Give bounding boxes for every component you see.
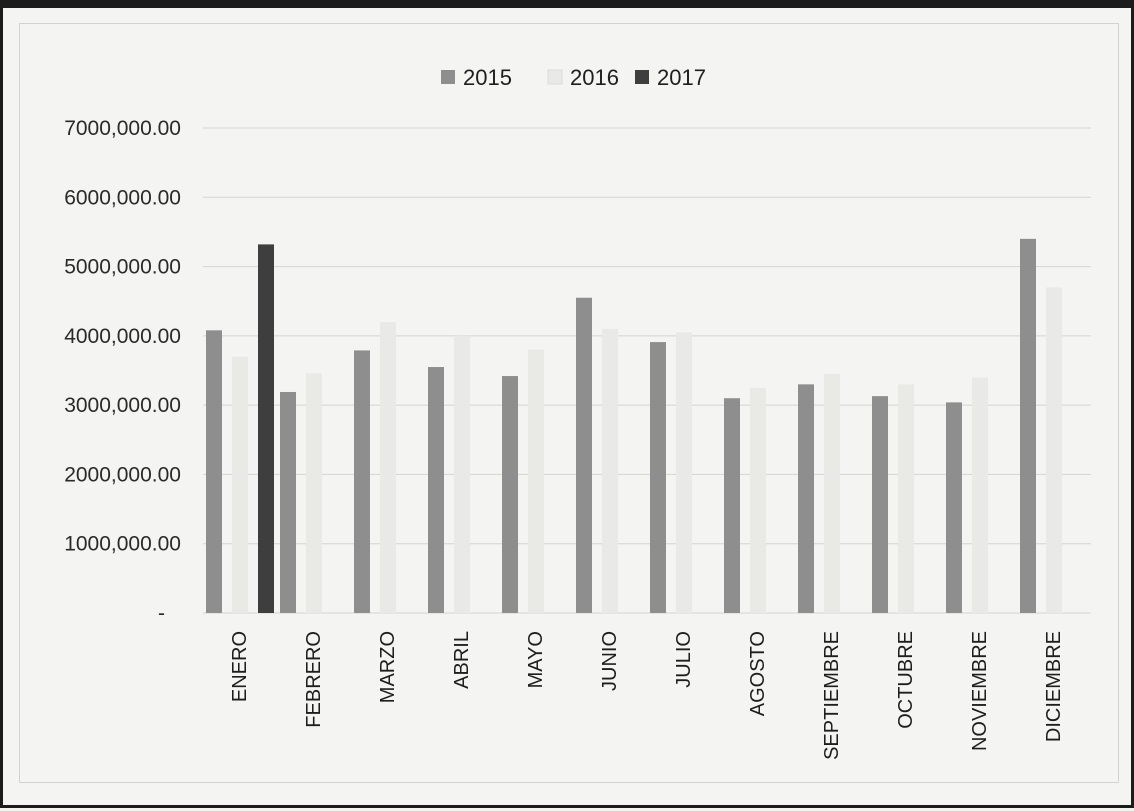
bar-2015-septiembre — [798, 384, 814, 613]
y-tick-label: 6000,000.00 — [64, 186, 181, 209]
bar-2016-enero — [232, 356, 248, 613]
bars — [206, 238, 1062, 613]
y-axis-ticks: - 1000,000.00 2000,000.00 3000,000.00 4000,0… — [64, 117, 181, 625]
top-border — [3, 3, 1134, 8]
bar-2015-junio — [576, 297, 592, 613]
bar-2015-marzo — [354, 350, 370, 613]
x-category-label: OCTUBRE — [895, 631, 917, 729]
y-tick-label: 5000,000.00 — [64, 256, 181, 279]
legend-label-2017: 2017 — [657, 65, 706, 90]
legend-label-2016: 2016 — [570, 65, 619, 90]
x-category-label: MAYO — [525, 631, 547, 688]
bar-2015-mayo — [502, 376, 518, 613]
legend-swatch-2015 — [441, 70, 455, 84]
bar-2015-julio — [650, 342, 666, 613]
y-tick-label: 2000,000.00 — [64, 463, 181, 486]
legend-swatch-2016 — [547, 69, 563, 85]
x-category-label: ABRIL — [451, 631, 473, 689]
bar-2015-octubre — [872, 396, 888, 613]
bar-2016-febrero — [306, 373, 322, 613]
chart-area-border — [19, 23, 1119, 783]
x-category-label: JULIO — [673, 631, 695, 688]
bar-2015-febrero — [280, 391, 296, 613]
y-tick-label: 7000,000.00 — [64, 117, 181, 140]
bar-2016-septiembre — [824, 373, 840, 613]
x-category-label: FEBRERO — [303, 631, 325, 728]
bar-2015-agosto — [724, 398, 740, 613]
bar-2015-noviembre — [946, 402, 962, 613]
bar-2017-enero — [258, 244, 274, 613]
legend: 2015 2016 2017 — [441, 65, 706, 90]
bar-2016-diciembre — [1046, 287, 1062, 613]
legend-label-2015: 2015 — [463, 65, 512, 90]
bar-chart: - 1000,000.00 2000,000.00 3000,000.00 4000,0… — [64, 65, 1091, 760]
y-tick-label: 1000,000.00 — [64, 533, 181, 556]
x-category-label: MARZO — [377, 631, 399, 703]
bar-2016-abril — [454, 335, 470, 613]
bar-2016-mayo — [528, 349, 544, 613]
bar-2016-marzo — [380, 322, 396, 613]
bar-2016-julio — [676, 332, 692, 613]
x-axis-categories: ENERO FEBRERO MARZO ABRIL MAYO JUNIO JULIO AGOS… — [229, 631, 1065, 760]
x-category-label: ENERO — [229, 631, 251, 702]
x-category-label: JUNIO — [599, 631, 621, 691]
bar-2016-noviembre — [972, 377, 988, 613]
y-tick-label: - — [158, 602, 165, 625]
x-category-label: NOVIEMBRE — [969, 631, 991, 751]
legend-swatch-2017 — [635, 70, 649, 84]
bar-2016-junio — [602, 328, 618, 613]
x-category-label: SEPTIEMBRE — [821, 631, 843, 760]
x-category-label: DICIEMBRE — [1043, 631, 1065, 742]
gridlines — [203, 127, 1091, 614]
bar-2015-enero — [206, 330, 222, 613]
x-category-label: AGOSTO — [747, 631, 769, 716]
y-tick-label: 3000,000.00 — [64, 394, 181, 417]
bar-2016-octubre — [898, 384, 914, 613]
bar-2016-agosto — [750, 387, 766, 613]
bar-2015-abril — [428, 367, 444, 613]
bar-2015-diciembre — [1020, 238, 1036, 613]
y-tick-label: 4000,000.00 — [64, 325, 181, 348]
